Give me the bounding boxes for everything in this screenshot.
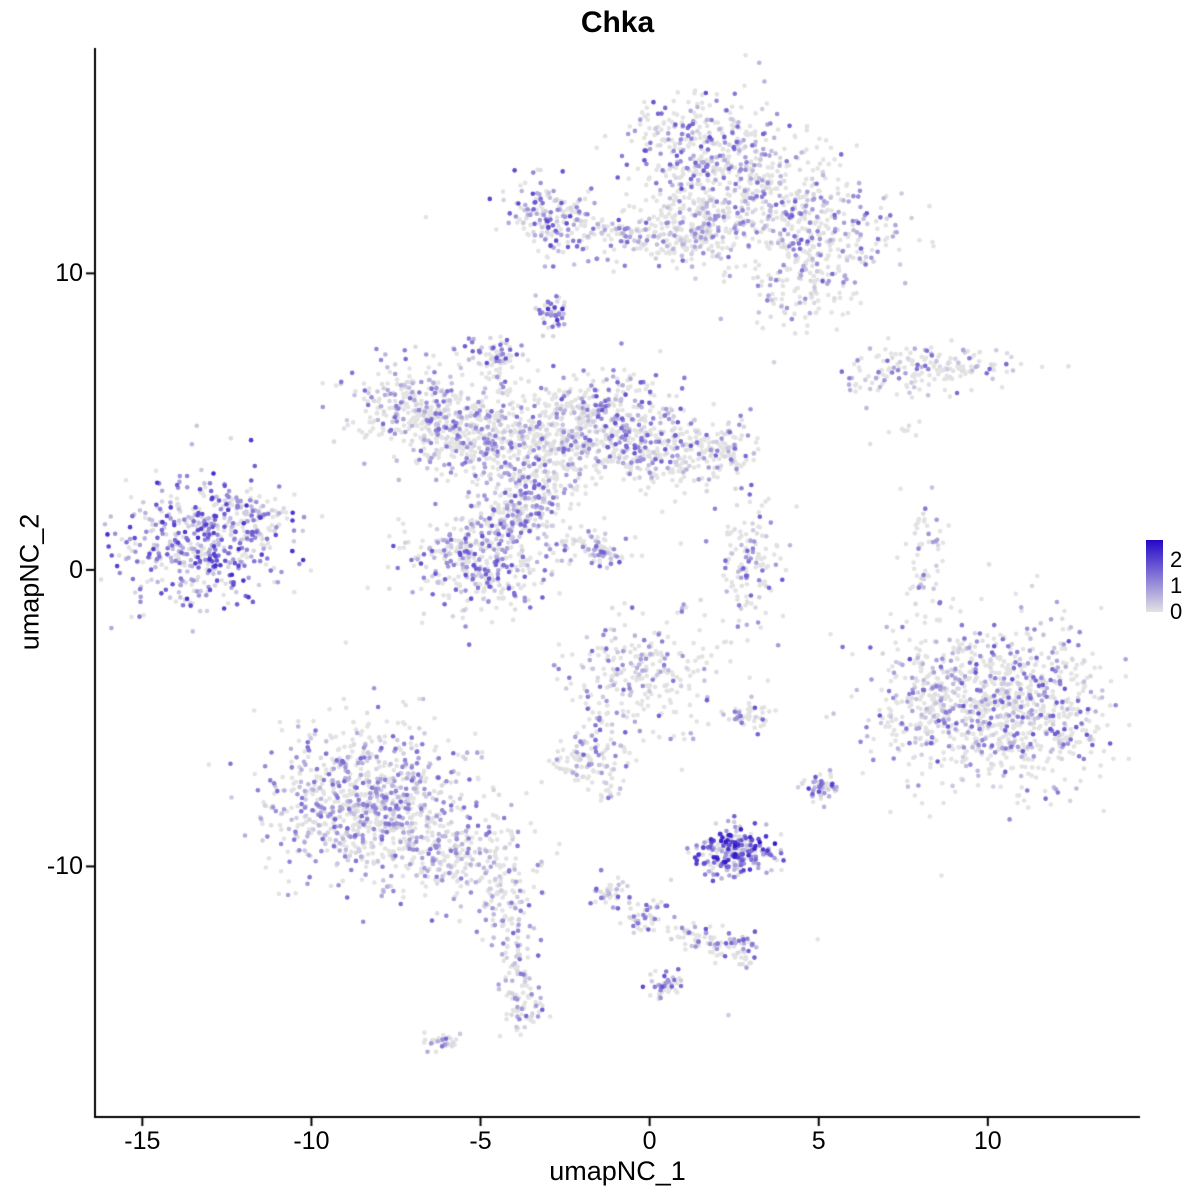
legend-tick-label: 2 (1170, 546, 1183, 572)
legend-tick-label: 0 (1170, 599, 1183, 624)
x-tick-label: -10 (293, 1127, 330, 1155)
x-tick-label: 5 (811, 1127, 826, 1155)
x-axis-title: umapNC_1 (549, 1156, 686, 1186)
x-tick-label: 10 (973, 1127, 1002, 1155)
x-tick-label: 0 (642, 1127, 657, 1155)
legend-tick-label: 1 (1170, 572, 1183, 598)
x-tick-label: -15 (124, 1127, 161, 1155)
y-tick-label: 0 (69, 555, 83, 584)
legend-gradient-bar (1146, 540, 1163, 612)
y-tick-label: -10 (46, 852, 83, 881)
x-tick-label: -5 (469, 1127, 492, 1155)
plot-title: Chka (580, 6, 655, 39)
y-tick-label: 10 (55, 259, 83, 288)
